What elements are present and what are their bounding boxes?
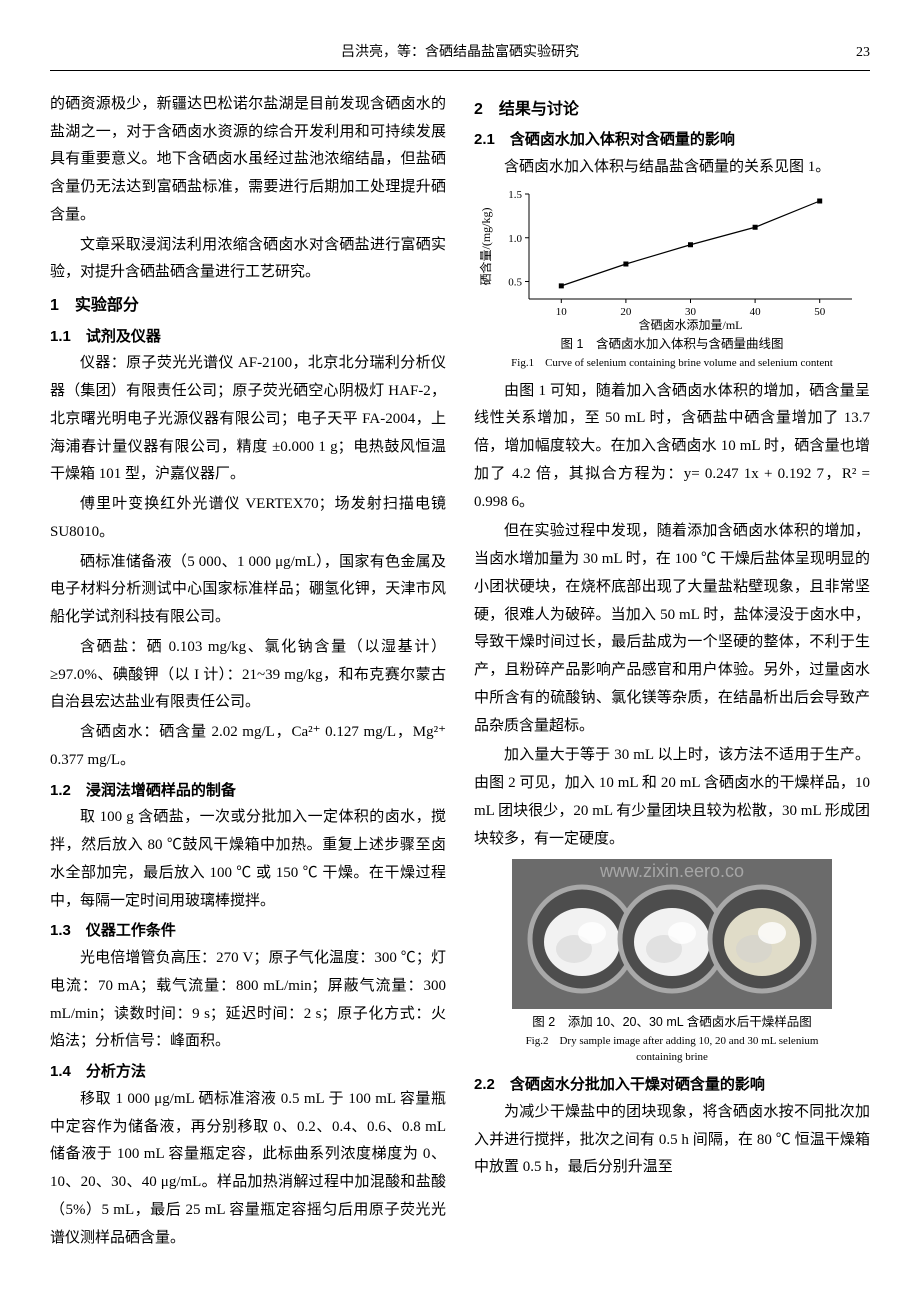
para-instruments-2: 傅里叶变换红外光谱仪 VERTEX70；场发射扫描电镜 SU8010。 <box>50 491 446 547</box>
para-2-1-result: 由图 1 可知，随着加入含硒卤水体积的增加，硒含量呈线性关系增加，至 50 mL… <box>474 378 870 517</box>
svg-text:含硒卤水添加量/mL: 含硒卤水添加量/mL <box>639 317 743 331</box>
para-2-1-conclude: 加入量大于等于 30 mL 以上时，该方法不适用于生产。由图 2 可见，加入 1… <box>474 742 870 853</box>
svg-text:40: 40 <box>750 306 762 318</box>
fig2-caption-en-l2: containing brine <box>636 1051 708 1063</box>
fig1-caption-cn: 图 1 含硒卤水加入体积与含硒量曲线图 <box>474 333 870 356</box>
para-reagents-3: 含硒卤水：硒含量 2.02 mg/L，Ca²⁺ 0.127 mg/L，Mg²⁺ … <box>50 719 446 775</box>
heading-1-1: 1.1 试剂及仪器 <box>50 323 446 351</box>
figure-2-photo: www.zixin.eero.co <box>474 859 870 1009</box>
heading-1-4: 1.4 分析方法 <box>50 1058 446 1086</box>
content-columns: 的硒资源极少，新疆达巴松诺尔盐湖是目前发现含硒卤水的盐湖之一，对于含硒卤水资源的… <box>50 91 870 1255</box>
para-2-2: 为减少干燥盐中的团块现象，将含硒卤水按不同批次加入并进行搅拌，批次之间有 0.5… <box>474 1099 870 1182</box>
svg-text:www.zixin.eero.co: www.zixin.eero.co <box>599 861 744 881</box>
svg-text:1.5: 1.5 <box>508 189 522 201</box>
running-header: 吕洪亮，等：含硒结晶盐富硒实验研究 23 <box>50 40 870 71</box>
para-intro-cont: 的硒资源极少，新疆达巴松诺尔盐湖是目前发现含硒卤水的盐湖之一，对于含硒卤水资源的… <box>50 91 446 230</box>
right-column: 2 结果与讨论 2.1 含硒卤水加入体积对含硒量的影响 含硒卤水加入体积与结晶盐… <box>474 91 870 1255</box>
para-reagents-2: 含硒盐：硒 0.103 mg/kg、氯化钠含量（以湿基计）≥97.0%、碘酸钾（… <box>50 634 446 717</box>
figure-1-chart: 0.5 1.0 1.5 10 20 30 40 50 硒含量/(mg/kg) 含硒卤水添加量/mL <box>474 186 870 331</box>
heading-section-2: 2 结果与讨论 <box>474 95 870 125</box>
left-column: 的硒资源极少，新疆达巴松诺尔盐湖是目前发现含硒卤水的盐湖之一，对于含硒卤水资源的… <box>50 91 446 1255</box>
heading-1-2: 1.2 浸润法增硒样品的制备 <box>50 777 446 805</box>
fig1-caption-en: Fig.1 Curve of selenium containing brine… <box>474 356 870 371</box>
svg-text:10: 10 <box>556 306 568 318</box>
fig2-caption-cn: 图 2 添加 10、20、30 mL 含硒卤水后干燥样品图 <box>474 1011 870 1034</box>
fig1-svg: 0.5 1.0 1.5 10 20 30 40 50 硒含量/(mg/kg) 含硒卤水添加量/mL <box>474 186 864 331</box>
para-analysis: 移取 1 000 μg/mL 硒标准溶液 0.5 mL 于 100 mL 容量瓶… <box>50 1086 446 1253</box>
para-instruments-1: 仪器：原子荧光光谱仪 AF-2100，北京北分瑞利分析仪器（集团）有限责任公司；… <box>50 350 446 489</box>
para-method-intro: 文章采取浸润法利用浓缩含硒卤水对含硒盐进行富硒实验，对提升含硒盐硒含量进行工艺研… <box>50 232 446 288</box>
para-sample-prep: 取 100 g 含硒盐，一次或分批加入一定体积的卤水，搅拌，然后放入 80 ℃鼓… <box>50 804 446 915</box>
svg-text:1.0: 1.0 <box>508 233 522 245</box>
svg-text:0.5: 0.5 <box>508 276 522 288</box>
svg-text:30: 30 <box>685 306 697 318</box>
fig2-caption-en: Fig.2 Dry sample image after adding 10, … <box>474 1034 870 1065</box>
heading-2-2: 2.2 含硒卤水分批加入干燥对硒含量的影响 <box>474 1071 870 1099</box>
svg-text:50: 50 <box>814 306 826 318</box>
heading-section-1: 1 实验部分 <box>50 291 446 321</box>
running-title: 吕洪亮，等：含硒结晶盐富硒实验研究 <box>341 45 579 60</box>
page-number: 23 <box>856 40 870 66</box>
heading-2-1: 2.1 含硒卤水加入体积对含硒量的影响 <box>474 126 870 154</box>
para-2-1-intro: 含硒卤水加入体积与结晶盐含硒量的关系见图 1。 <box>474 154 870 182</box>
fig2-caption-en-l1: Fig.2 Dry sample image after adding 10, … <box>526 1035 819 1047</box>
fig2-svg: www.zixin.eero.co <box>512 859 832 1009</box>
para-reagents-1: 硒标准储备液（5 000、1 000 μg/mL），国家有色金属及电子材料分析测… <box>50 549 446 632</box>
para-2-1-observe: 但在实验过程中发现，随着添加含硒卤水体积的增加，当卤水增加量为 30 mL 时，… <box>474 518 870 740</box>
svg-text:硒含量/(mg/kg): 硒含量/(mg/kg) <box>478 207 493 285</box>
svg-text:20: 20 <box>620 306 632 318</box>
para-conditions: 光电倍增管负高压：270 V；原子气化温度：300 ℃；灯电流：70 mA；载气… <box>50 945 446 1056</box>
heading-1-3: 1.3 仪器工作条件 <box>50 917 446 945</box>
